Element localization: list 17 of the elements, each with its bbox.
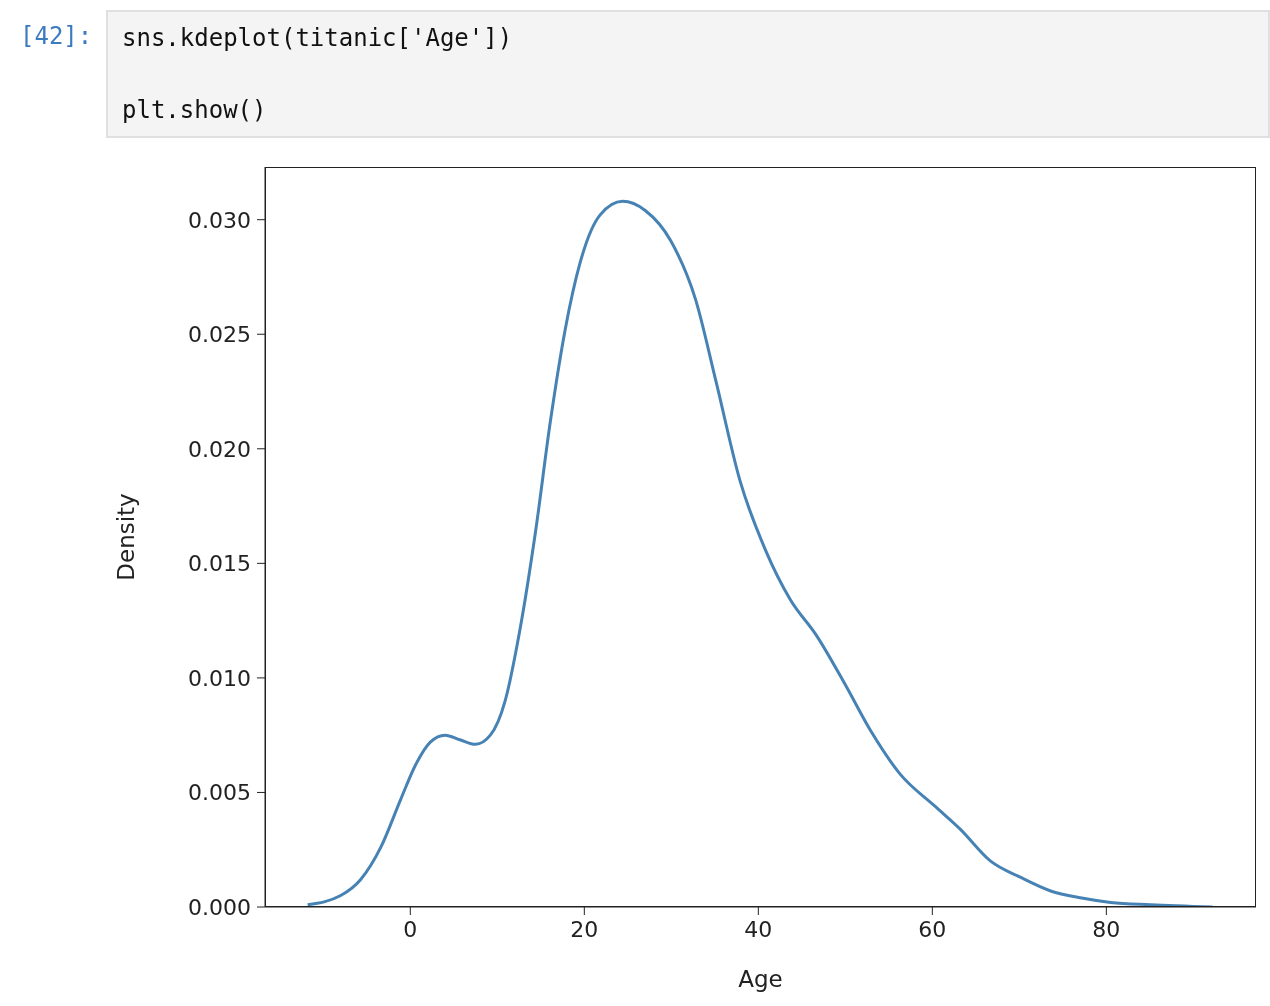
y-tick-label: 0.000 <box>188 894 251 920</box>
y-tick-label: 0.020 <box>188 436 251 462</box>
y-tick-label: 0.005 <box>188 780 251 806</box>
text: [42]: <box>20 22 93 50</box>
y-tick-label: 0.030 <box>188 207 251 233</box>
y-tick-label: 0.010 <box>188 665 251 691</box>
y-tick-label: 0.025 <box>188 322 251 348</box>
x-tick-label: 80 <box>1092 916 1121 942</box>
x-tick-label: 60 <box>918 916 947 942</box>
y-axis-title: Density <box>113 493 140 581</box>
x-tick-label: 0 <box>403 916 418 942</box>
x-tick-label: 40 <box>744 916 773 942</box>
text: sns.kdeplot(titanic['Age']) <box>122 24 513 52</box>
x-tick-label: 20 <box>570 916 599 942</box>
x-axis-title: Age <box>738 966 783 992</box>
y-tick-label: 0.015 <box>188 551 251 577</box>
text: plt.show() <box>122 96 267 124</box>
